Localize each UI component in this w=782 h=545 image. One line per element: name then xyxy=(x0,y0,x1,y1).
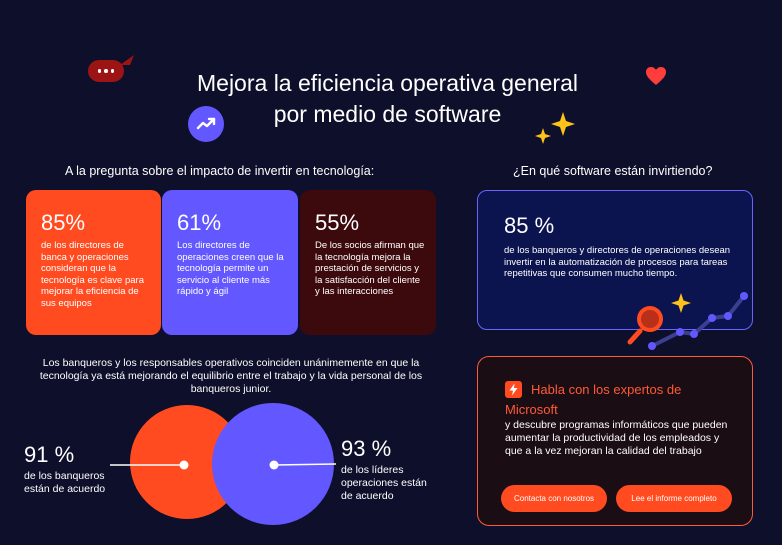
contact-button[interactable]: Contacta con nosotros xyxy=(501,485,607,512)
title-line-2: por medio de software xyxy=(273,101,502,127)
cta-body: y descubre programas informáticos que pu… xyxy=(505,419,728,457)
left-question: A la pregunta sobre el impacto de invert… xyxy=(65,164,375,178)
software-investment-stat: 85 % de los banqueros y directores de op… xyxy=(477,190,753,330)
stat-card-banking-directors: 85% de los directores de banca y operaci… xyxy=(26,190,161,335)
stat-percent: 61% xyxy=(177,210,222,235)
stat-percent: 55% xyxy=(315,210,360,235)
sparkle-icon xyxy=(535,112,575,144)
line-chart-icon xyxy=(648,292,748,350)
page-title: Mejora la eficiencia operativa general p… xyxy=(150,68,625,130)
stat-description: de los directores de banca y operaciones… xyxy=(41,240,144,309)
stat-percent: 85% xyxy=(41,210,86,235)
chat-bubble-icon xyxy=(88,60,124,82)
stat-percent: 85 % xyxy=(504,213,555,238)
connector-lines xyxy=(110,460,337,470)
balance-intro: Los banqueros y los responsables operati… xyxy=(39,357,423,395)
chat-bubble-tail-icon xyxy=(120,55,134,65)
trend-up-icon xyxy=(188,106,224,142)
stat-description: Los directores de operaciones creen que … xyxy=(177,240,284,297)
read-report-button[interactable]: Lee el informe completo xyxy=(616,485,732,512)
cta-panel: Habla con los expertos de Microsoft y de… xyxy=(477,356,753,526)
cta-headline: Habla con los expertos de Microsoft xyxy=(505,382,682,417)
right-question: ¿En qué software están invirtiendo? xyxy=(513,164,713,178)
bankers-stat: 91 % de los banqueros están de acuerdo xyxy=(24,442,124,496)
stat-description: de los banqueros están de acuerdo xyxy=(24,470,106,495)
stat-percent: 93 % xyxy=(341,436,392,461)
stat-percent: 91 % xyxy=(24,442,75,467)
lightning-icon xyxy=(505,381,522,398)
sparkle-small-icon xyxy=(671,293,691,313)
stat-description: de los banqueros y directores de operaci… xyxy=(504,245,731,279)
title-line-1: Mejora la eficiencia operativa general xyxy=(197,70,578,96)
heart-icon xyxy=(646,67,666,85)
leaders-stat: 93 % de los líderes operaciones están de… xyxy=(341,436,441,503)
stat-description: De los socios afirman que la tecnología … xyxy=(315,240,425,297)
stat-card-operations-directors: 61% Los directores de operaciones creen … xyxy=(162,190,298,335)
magnifier-icon xyxy=(627,306,663,345)
stat-description: de los líderes operaciones están de acue… xyxy=(341,464,427,502)
stat-card-partners: 55% De los socios afirman que la tecnolo… xyxy=(300,190,436,335)
